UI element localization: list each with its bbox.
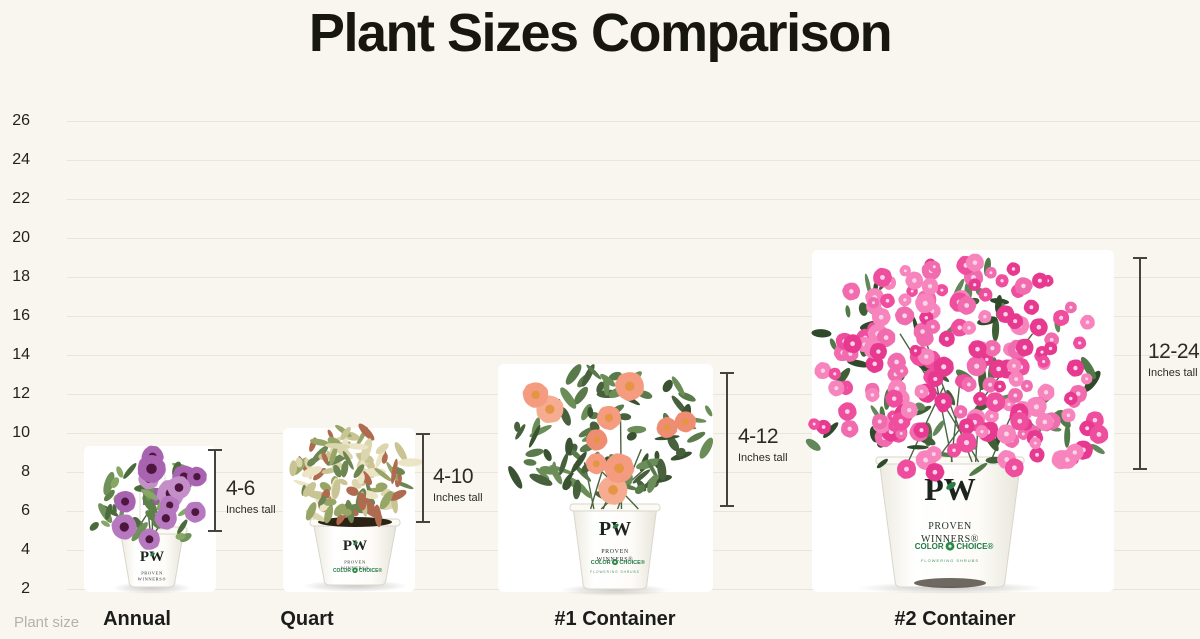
y-tick-label: 14 (12, 346, 30, 363)
svg-text:CHOICE®: CHOICE® (619, 559, 644, 566)
svg-text:COLOR: COLOR (333, 568, 351, 574)
y-tick-label: 24 (12, 151, 30, 168)
height-measure-quart: 4-10 Inches tall (433, 465, 483, 505)
height-range-value: 4-6 (226, 477, 255, 500)
category-label-container2: #2 Container (894, 608, 1016, 630)
gridline (67, 160, 1200, 161)
measure-bracket-cap (208, 449, 222, 451)
svg-text:WINNERS®: WINNERS® (921, 534, 979, 545)
svg-text:COLOR: COLOR (915, 542, 944, 551)
svg-text:COLOR: COLOR (591, 560, 611, 566)
height-range-value: 12-24 (1148, 340, 1200, 363)
svg-text:PROVEN: PROVEN (344, 560, 366, 565)
y-tick-label: 20 (12, 229, 30, 246)
gridline (67, 238, 1200, 239)
svg-text:FLOWERING SHRUBS: FLOWERING SHRUBS (590, 570, 639, 574)
gridline (67, 199, 1200, 200)
gridline (67, 277, 1200, 278)
measure-bracket-line (1139, 257, 1141, 470)
gridline (67, 121, 1200, 122)
measure-bracket-cap (208, 530, 222, 532)
gridline (67, 316, 1200, 317)
measure-bracket-cap (720, 372, 734, 374)
y-tick-label: 4 (21, 541, 30, 558)
height-range-caption: Inches tall (433, 492, 483, 504)
svg-text:PW: PW (343, 538, 367, 554)
height-measure-container2: 12-24 Inches tall (1148, 340, 1200, 380)
category-label-annual: Annual (103, 608, 171, 630)
svg-text:WINNERS®: WINNERS® (138, 576, 167, 581)
svg-text:CHOICE®: CHOICE® (359, 567, 382, 574)
height-range-caption: Inches tall (1148, 367, 1198, 379)
category-label-quart: Quart (280, 608, 334, 630)
y-tick-label: 6 (21, 502, 30, 519)
page-title: Plant Sizes Comparison (308, 3, 893, 63)
measure-bracket-cap (416, 433, 430, 435)
measure-bracket-cap (1133, 257, 1147, 259)
y-tick-label: 10 (12, 424, 30, 441)
height-measure-container1: 4-12 Inches tall (738, 425, 788, 465)
measure-bracket-cap (416, 521, 430, 523)
svg-text:PROVEN: PROVEN (141, 571, 163, 576)
height-range-caption: Inches tall (226, 504, 276, 516)
measure-bracket-cap (720, 505, 734, 507)
gridline (67, 355, 1200, 356)
svg-text:PROVEN: PROVEN (928, 521, 972, 532)
measure-bracket-line (726, 372, 728, 507)
y-tick-label: 22 (12, 190, 30, 207)
height-range-value: 4-10 (433, 465, 474, 488)
y-tick-label: 16 (12, 307, 30, 324)
height-range-value: 4-12 (738, 425, 779, 448)
svg-text:PROVEN: PROVEN (601, 549, 629, 555)
category-label-container1: #1 Container (554, 608, 676, 630)
height-range-caption: Inches tall (738, 452, 788, 464)
svg-text:PW: PW (599, 518, 631, 540)
svg-text:CHOICE®: CHOICE® (956, 542, 993, 551)
measure-bracket-line (422, 433, 424, 523)
svg-text:FLOWERING SHRUBS: FLOWERING SHRUBS (921, 558, 979, 563)
svg-text:PW: PW (140, 549, 164, 565)
measure-bracket-line (214, 449, 216, 532)
measure-bracket-cap (1133, 468, 1147, 470)
y-tick-label: 2 (21, 580, 30, 597)
y-tick-label: 18 (12, 268, 30, 285)
y-tick-label: 26 (12, 112, 30, 129)
height-measure-annual: 4-6 Inches tall (226, 477, 276, 517)
x-axis-label: Plant size (14, 614, 80, 631)
y-tick-label: 8 (21, 463, 30, 480)
y-tick-label: 12 (12, 385, 30, 402)
